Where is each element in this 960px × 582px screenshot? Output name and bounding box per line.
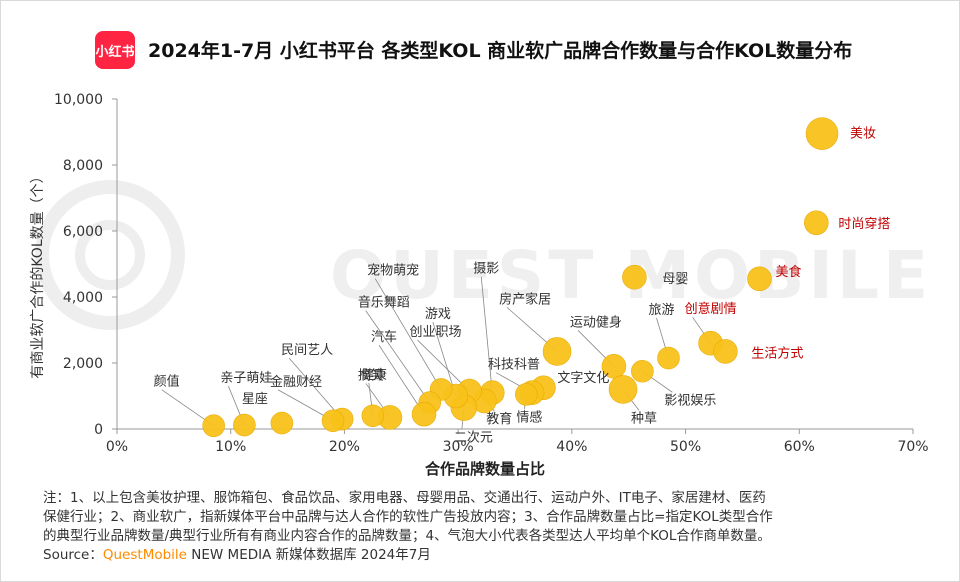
source-brand: QuestMobile: [102, 547, 187, 563]
bubble-label: 文字文化: [557, 371, 609, 386]
x-tick-label: 70%: [897, 439, 928, 455]
leader-line: [288, 357, 343, 420]
leader-line: [365, 310, 431, 403]
note-line-2: 保健行业；2、商业软广，指新媒体平台中品牌与达人合作的软性广告投放内容；3、合作…: [43, 509, 773, 525]
bubble-label: 汽车: [371, 329, 397, 345]
bubble-point: [657, 346, 680, 370]
bubble-label: 时尚穿搭: [838, 216, 890, 232]
y-tick-label: 6,000: [63, 224, 103, 240]
bubble-label: 音乐舞蹈: [358, 295, 410, 311]
bubble-label: 搞笑: [358, 367, 384, 383]
leader-line: [374, 278, 442, 390]
questmobile-watermark: QUEST MOBILE: [35, 180, 928, 330]
x-tick-label: 0%: [106, 439, 128, 455]
bubble-chart: QUEST MOBILE 0 2,000 4,000 6,000 8,000 10,000…: [30, 92, 929, 478]
bubble-label: 创业职场: [410, 325, 462, 340]
bubble-label: 创意剧情: [685, 301, 737, 317]
chart-axes: 0 2,000 4,000 6,000 8,000 10,000 0% 10% 20% 30% 40…: [30, 92, 929, 478]
bubble-point: [713, 339, 738, 364]
bubble-point: [233, 413, 256, 437]
bubble-point: [321, 409, 345, 433]
x-tick-label: 60%: [784, 439, 815, 455]
bubble-point: [270, 411, 294, 435]
y-tick-label: 8,000: [63, 158, 103, 174]
y-tick-label: 4,000: [63, 290, 103, 306]
bubble-label: 旅游: [649, 303, 675, 318]
bubble-point: [804, 210, 829, 236]
leader-line: [432, 321, 457, 397]
bubble-label: 房产家居: [499, 291, 551, 307]
note-line-1: 注：1、以上包含美妆护理、服饰箱包、食品饮品、家用电器、母婴用品、交通出行、运动…: [43, 490, 766, 506]
bubble-label: 摄影: [473, 262, 499, 277]
chart-title: 2024年1-7月 小红书平台 各类型KOL 商业软广品牌合作数量与合作KOL数…: [148, 40, 853, 62]
bubble-label: 民间艺人: [281, 343, 333, 358]
x-tick-label: 50%: [670, 439, 701, 455]
bubble-point: [361, 404, 385, 428]
bubble-label: 教育: [486, 411, 512, 427]
footnotes: 注：1、以上包含美妆护理、服饰箱包、食品饮品、家用电器、母婴用品、交通出行、运动…: [43, 489, 913, 565]
bubble-point: [622, 264, 647, 290]
bubble-point: [202, 414, 225, 438]
bubble-point: [631, 359, 654, 383]
bubble-label: 美食: [775, 264, 801, 280]
x-axis-label: 合作品牌数量占比: [424, 460, 545, 478]
bubble-label: 美妆: [850, 127, 876, 142]
bubble-label: 宠物萌宠: [367, 262, 419, 278]
bubble-label: 金融财经: [270, 374, 322, 390]
x-tick-label: 10%: [215, 439, 246, 455]
watermark-ring: [35, 180, 185, 330]
bubble-label: 游戏: [425, 307, 451, 322]
bubble-point: [515, 383, 538, 406]
y-tick-label: 0: [94, 422, 103, 438]
note-line-3: 的典型行业品牌数量/典型行业所有有商业内容合作的品牌数量；4、气泡大小代表各类型…: [43, 528, 771, 544]
bubble-label: 种草: [631, 411, 657, 426]
bubble-point: [805, 117, 839, 150]
source-line: Source：QuestMobile NEW MEDIA 新媒体数据库 2024…: [43, 547, 431, 563]
leader-line: [378, 344, 425, 415]
y-axis-label: 有商业软广合作的KOL数量（个）: [30, 169, 46, 378]
bubble-label: 影视娱乐: [664, 393, 716, 408]
bubble-label: 母婴: [662, 272, 688, 287]
y-tick-label: 2,000: [63, 356, 103, 372]
x-tick-label: 30%: [443, 439, 474, 455]
bubble-label: 健康: [361, 367, 387, 383]
bubble-point: [601, 353, 627, 379]
bubble-label: 情感: [516, 409, 542, 425]
xiaohongshu-logo: 小红书: [95, 31, 135, 69]
bubble-label: 生活方式: [751, 345, 803, 361]
bubble-point: [542, 337, 572, 366]
leader-line: [480, 276, 493, 393]
bubble-label: 二次元: [454, 430, 493, 446]
bubble-label: 星座: [242, 392, 268, 407]
bubble-point: [747, 266, 772, 292]
x-tick-label: 40%: [556, 439, 587, 455]
bubbles: [202, 117, 839, 438]
bubble-label: 亲子萌娃: [220, 371, 272, 386]
bubble-label: 科技科普: [488, 358, 540, 373]
bubble-point: [608, 375, 638, 404]
bubble-label: 颜值: [154, 374, 180, 390]
watermark-ring-inner: [75, 220, 145, 290]
x-tick-label: 20%: [329, 439, 360, 455]
bubble-point: [411, 401, 437, 427]
bubble-label: 运动健身: [570, 314, 622, 330]
y-tick-label: 10,000: [54, 92, 103, 108]
